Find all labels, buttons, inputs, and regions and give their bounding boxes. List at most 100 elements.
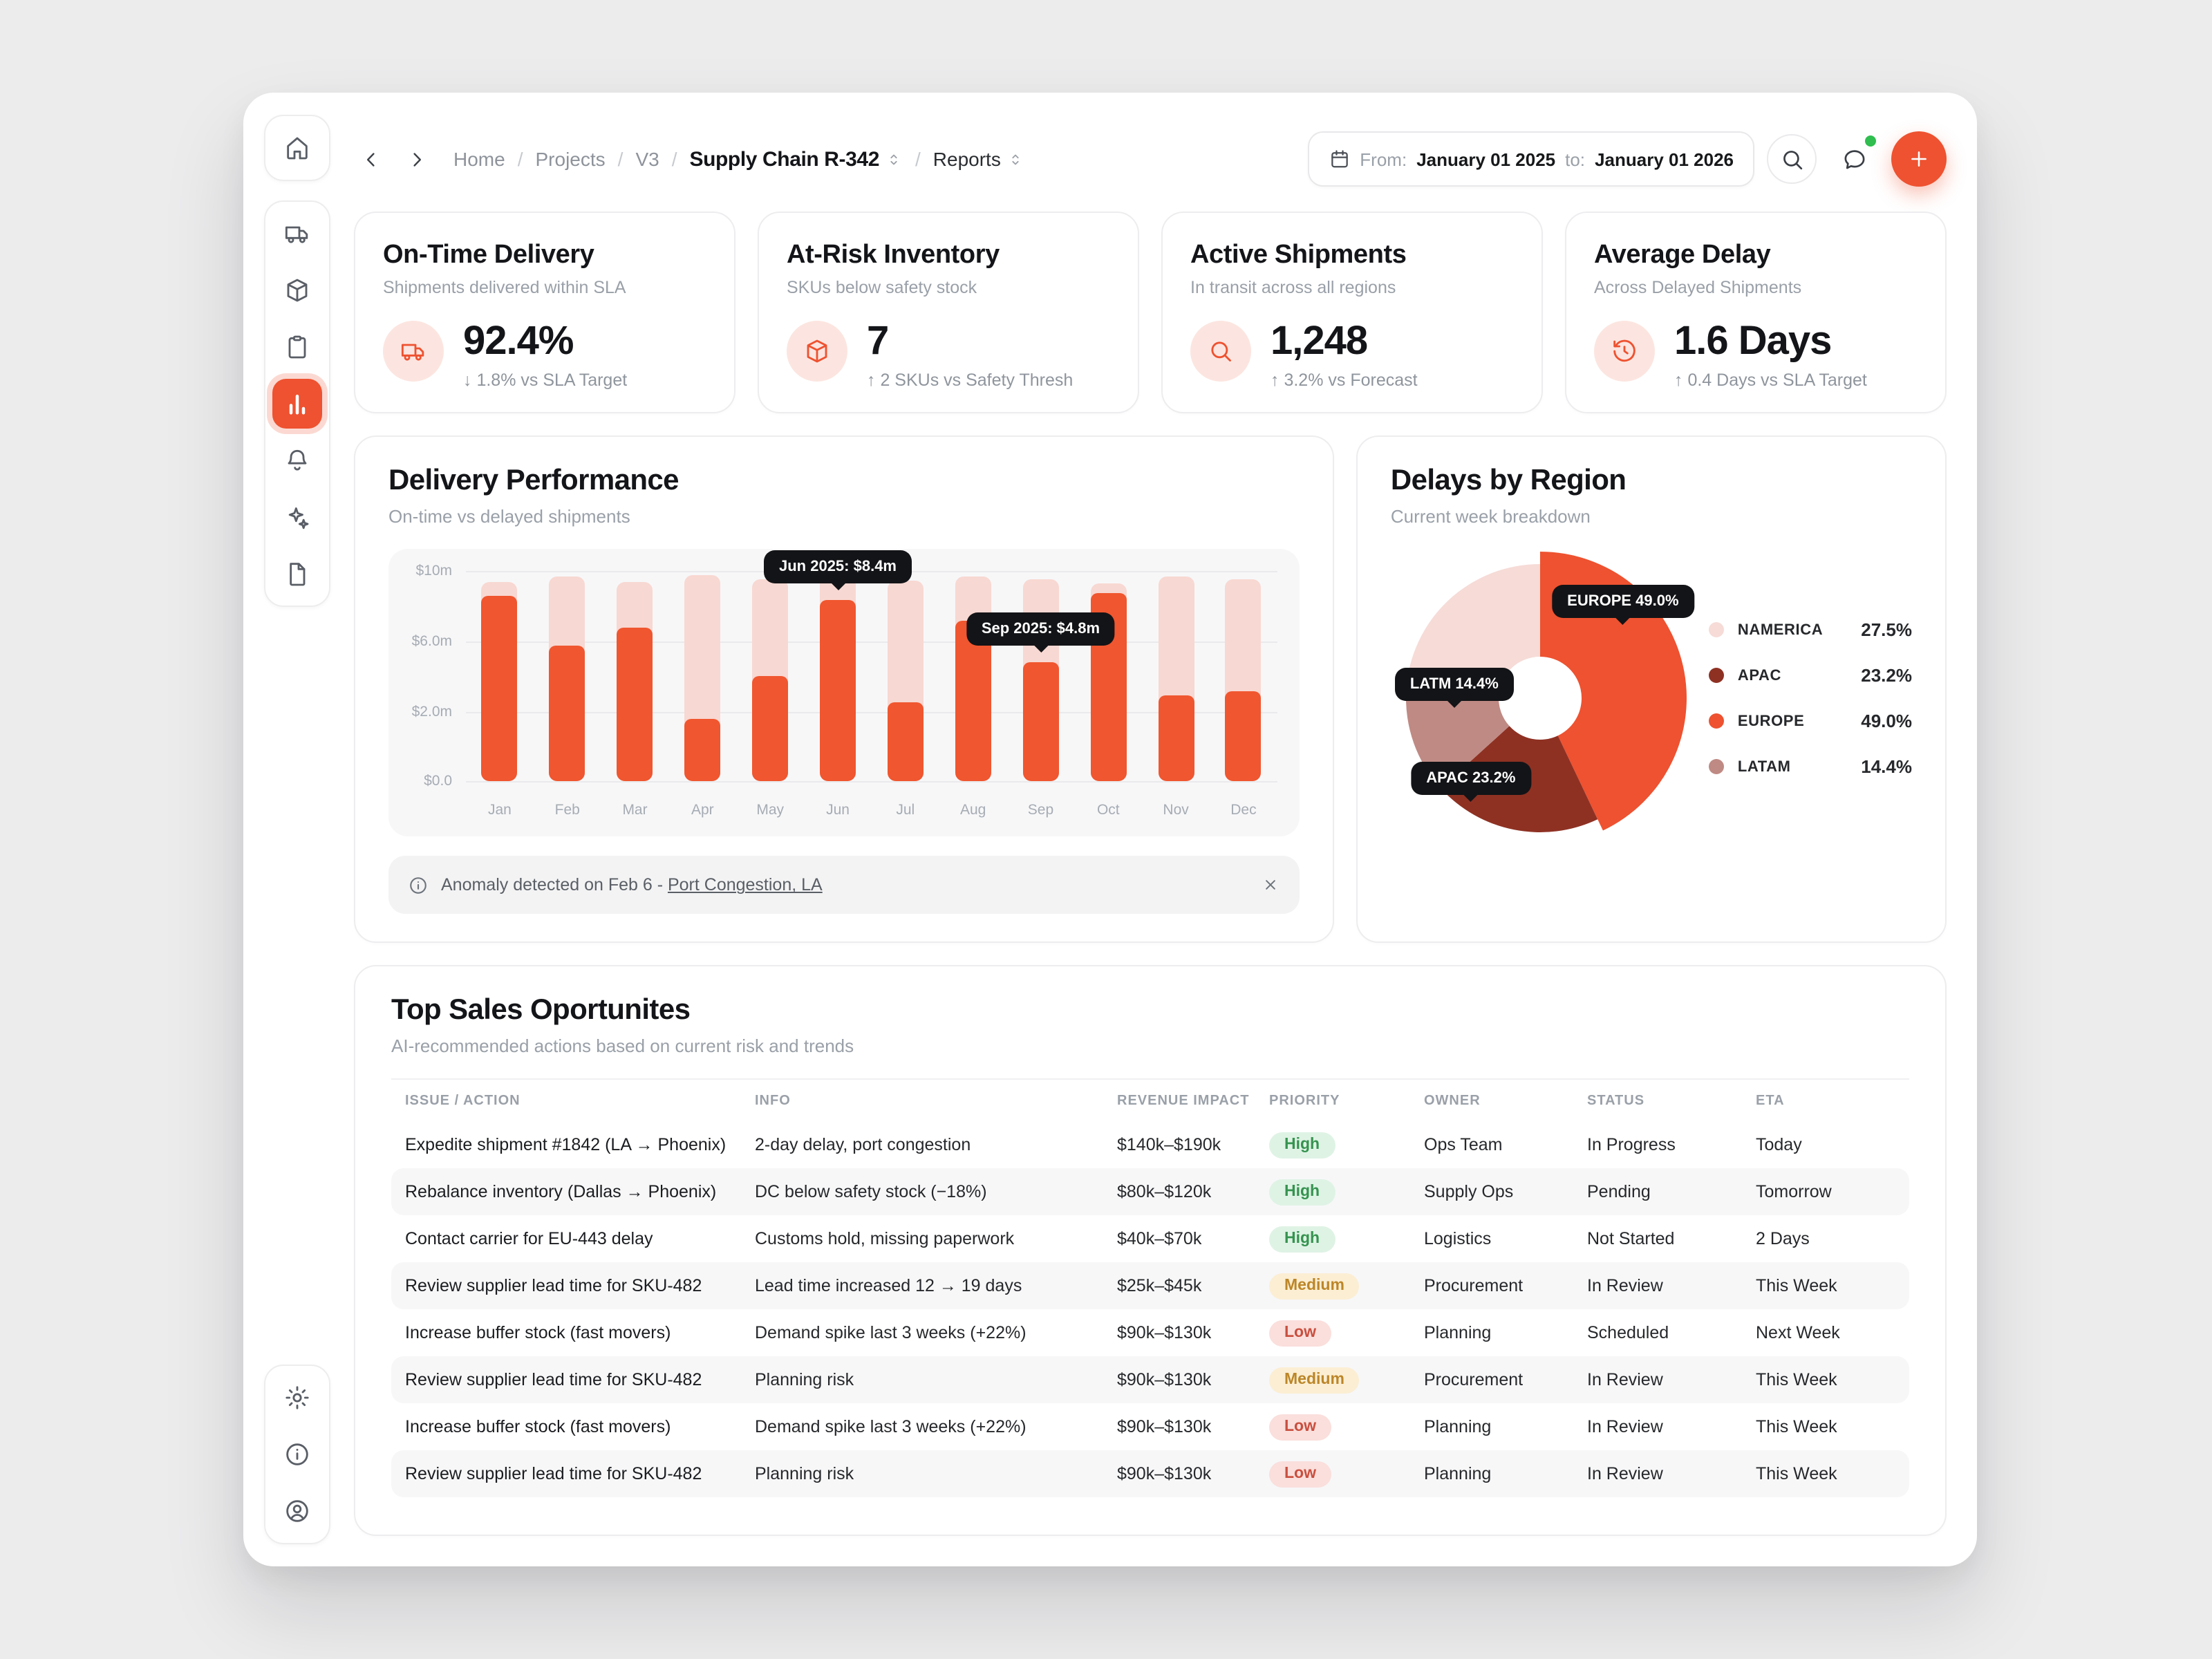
bar-feb[interactable] — [549, 577, 585, 782]
sidebar-item-deliveries[interactable] — [272, 209, 322, 259]
date-range-picker[interactable]: From: January 01 2025 to: January 01 202… — [1307, 131, 1754, 187]
sidebar-group-top — [264, 115, 330, 181]
search-button[interactable] — [1767, 134, 1817, 184]
bar-dec[interactable] — [1225, 579, 1262, 782]
cell-info: Lead time increased 12 → 19 days — [755, 1276, 1022, 1296]
chevron-up-down-icon[interactable] — [885, 150, 903, 168]
sidebar-item-account[interactable] — [272, 1486, 322, 1536]
bar-on-time-segment — [752, 676, 789, 782]
legend-item-apac[interactable]: APAC 23.2% — [1708, 653, 1912, 699]
legend-item-europe[interactable]: EUROPE 49.0% — [1708, 699, 1912, 744]
bell-icon — [283, 447, 311, 474]
cell-revenue-impact: $90k–$130k — [1117, 1370, 1212, 1390]
breadcrumb-item-reports[interactable]: Reports — [932, 148, 1001, 170]
cell-action: Review supplier lead time for SKU-482 — [405, 1370, 702, 1390]
table-row[interactable]: Expedite shipment #1842 (LA → Phoenix) 2-… — [391, 1122, 1909, 1169]
bar-on-time-segment — [1158, 695, 1194, 782]
table-row[interactable]: Review supplier lead time for SKU-482 Pla… — [391, 1356, 1909, 1404]
breadcrumb: Home / Projects / V3 / Supply Chain R-342 / Repo… — [453, 147, 1024, 171]
legend-color-dot — [1708, 668, 1724, 684]
kpi-title: Average Delay — [1594, 241, 1771, 270]
bar-mar[interactable] — [617, 582, 653, 782]
cell-owner: Planning — [1424, 1417, 1492, 1437]
kpi-subtitle: In transit across all regions — [1190, 278, 1396, 297]
chart-gridline — [466, 781, 1277, 783]
bar-jun[interactable] — [820, 577, 856, 782]
bar-aug[interactable] — [955, 577, 991, 782]
chat-button[interactable] — [1829, 134, 1879, 184]
bar-on-time-segment — [1225, 691, 1262, 782]
cell-eta: This Week — [1756, 1276, 1837, 1296]
cell-revenue-impact: $90k–$130k — [1117, 1323, 1212, 1343]
sidebar-item-inventory[interactable] — [272, 265, 322, 315]
table-row[interactable]: Increase buffer stock (fast movers) Deman… — [391, 1404, 1909, 1451]
home-icon — [283, 134, 311, 162]
sidebar-item-help[interactable] — [272, 1430, 322, 1479]
cell-priority: High — [1269, 1132, 1424, 1159]
donut-segment-europe[interactable] — [1539, 552, 1687, 832]
chart-icon — [283, 390, 311, 418]
card-subtitle: AI-recommended actions based on current … — [391, 1035, 854, 1057]
banner-close-button[interactable] — [1261, 876, 1280, 895]
legend-value: 27.5% — [1861, 619, 1912, 641]
breadcrumb-item-home[interactable]: Home — [453, 148, 505, 170]
cell-info: 2-day delay, port congestion — [755, 1135, 971, 1155]
breadcrumb-separator: / — [517, 148, 523, 170]
priority-badge: High — [1269, 1179, 1335, 1206]
table-header-row: ISSUE / ACTION INFO REVENUE IMPACT PRIORITY… — [391, 1078, 1909, 1122]
forward-button[interactable] — [400, 142, 433, 176]
user-icon — [283, 1497, 311, 1525]
breadcrumb-item-supply-chain-r-342[interactable]: Supply Chain R-342 — [689, 147, 879, 171]
bar-may[interactable] — [752, 579, 789, 782]
back-button[interactable] — [354, 142, 387, 176]
calendar-icon — [1328, 148, 1350, 170]
bar-oct[interactable] — [1090, 583, 1127, 782]
gear-icon — [283, 1384, 311, 1412]
kpi-value-row: 1.6 Days ↑ 0.4 Days vs SLA Target — [1594, 320, 1918, 391]
priority-badge: High — [1269, 1132, 1335, 1159]
breadcrumb-item-v3[interactable]: V3 — [635, 148, 659, 170]
bar-on-time-segment — [887, 702, 924, 782]
cell-priority: High — [1269, 1226, 1424, 1253]
package-icon — [787, 321, 847, 382]
cell-status: In Review — [1587, 1370, 1663, 1390]
table-row[interactable]: Review supplier lead time for SKU-482 Pla… — [391, 1450, 1909, 1498]
bar-jul[interactable] — [887, 580, 924, 782]
bar-apr[interactable] — [684, 574, 721, 782]
legend-item-namerica[interactable]: NAMERICA 27.5% — [1708, 608, 1912, 653]
sidebar-item-orders[interactable] — [272, 322, 322, 372]
kpi-value: 92.4% — [463, 319, 574, 364]
kpi-subtitle: Shipments delivered within SLA — [383, 278, 626, 297]
info-icon — [408, 875, 429, 896]
add-button[interactable] — [1891, 131, 1947, 187]
sidebar-item-documents[interactable] — [272, 549, 322, 599]
sidebar-item-ai-insights[interactable] — [272, 492, 322, 542]
bar-jan[interactable] — [481, 582, 518, 782]
legend-item-latam[interactable]: LATAM 14.4% — [1708, 744, 1912, 790]
chevron-up-down-icon[interactable] — [1006, 150, 1024, 168]
anomaly-link[interactable]: Port Congestion, LA — [667, 875, 823, 895]
bar-sep[interactable] — [1022, 579, 1059, 782]
bar-nov[interactable] — [1158, 577, 1194, 782]
kpi-value-row: 92.4% ↓ 1.8% vs SLA Target — [383, 319, 706, 391]
kpi-subtitle: SKUs below safety stock — [787, 278, 977, 297]
truck-icon — [383, 321, 444, 382]
table-row[interactable]: Contact carrier for EU-443 delay Customs … — [391, 1216, 1909, 1263]
sidebar-item-notifications[interactable] — [272, 435, 322, 485]
bar-on-time-segment — [617, 627, 653, 782]
cell-revenue-impact: $80k–$120k — [1117, 1182, 1212, 1202]
column-header: OWNER — [1424, 1094, 1481, 1109]
sidebar-item-settings[interactable] — [272, 1373, 322, 1423]
sidebar-item-analytics[interactable] — [272, 379, 322, 429]
cell-revenue-impact: $90k–$130k — [1117, 1417, 1212, 1437]
donut-segment-namerica[interactable] — [1406, 564, 1540, 697]
anomaly-banner: Anomaly detected on Feb 6 - Port Congest… — [388, 856, 1300, 915]
table-row[interactable]: Rebalance inventory (Dallas → Phoenix) DC… — [391, 1168, 1909, 1216]
table-row[interactable]: Review supplier lead time for SKU-482 Lea… — [391, 1262, 1909, 1310]
cell-eta: Next Week — [1756, 1323, 1840, 1343]
clipboard-icon — [283, 333, 311, 361]
cell-action: Increase buffer stock (fast movers) — [405, 1417, 671, 1437]
table-row[interactable]: Increase buffer stock (fast movers) Deman… — [391, 1310, 1909, 1357]
sidebar-item-home[interactable] — [272, 123, 322, 173]
breadcrumb-item-projects[interactable]: Projects — [535, 148, 606, 170]
